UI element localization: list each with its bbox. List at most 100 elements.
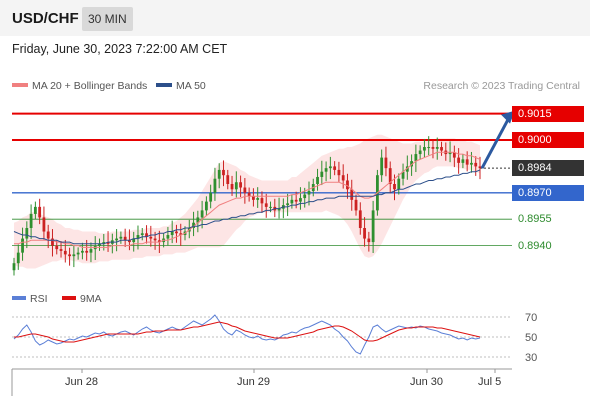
- candle-body: [12, 263, 16, 271]
- candle-body: [106, 242, 110, 244]
- candle-body: [192, 222, 195, 228]
- candle-body: [42, 217, 46, 232]
- legend-rsi: RSI: [12, 293, 48, 305]
- legend-9ma-label: 9MA: [80, 293, 102, 305]
- candle-body: [371, 210, 375, 243]
- legend-ma50-label: MA 50: [176, 80, 206, 92]
- candle-body: [384, 157, 388, 169]
- rsi-tick-label: 70: [525, 312, 537, 324]
- legend-rsi-label: RSI: [30, 293, 48, 305]
- candle-body: [452, 152, 456, 158]
- candle-body: [204, 201, 208, 211]
- ma20-swatch: [12, 83, 28, 88]
- candle-body: [461, 159, 465, 163]
- candle-body: [478, 166, 482, 169]
- level-label-resistance-1: 0.9000: [512, 132, 584, 148]
- candle-body: [230, 184, 234, 190]
- candle-body: [128, 240, 131, 243]
- candle-body: [457, 157, 461, 163]
- candle-body: [209, 192, 213, 202]
- rsi-line: [13, 314, 481, 355]
- candle-body: [388, 168, 392, 184]
- candle-body: [68, 254, 71, 257]
- bollinger-band: [14, 134, 480, 269]
- timeframe-button[interactable]: 30 MIN: [82, 7, 133, 31]
- level-label-resistance-0: 0.9015: [512, 105, 584, 122]
- candle-body: [217, 169, 221, 179]
- candle-body: [363, 228, 366, 239]
- level-label-pivot-3: 0.8970: [512, 184, 584, 201]
- candle-body: [405, 166, 409, 172]
- candle-body: [440, 147, 443, 151]
- candle-body: [397, 178, 401, 190]
- credit-text: Research © 2023 Trading Central: [423, 80, 580, 92]
- candle-body: [16, 252, 20, 264]
- candle-body: [277, 208, 281, 211]
- candle-body: [123, 236, 127, 241]
- candle-body: [72, 254, 76, 257]
- candle-body: [132, 238, 136, 243]
- candle-body: [290, 199, 294, 204]
- candle-body: [264, 203, 268, 207]
- level-label-support-5: 0.8940: [518, 239, 552, 252]
- candle-body: [243, 187, 247, 193]
- candle-body: [239, 182, 242, 188]
- candle-body: [346, 180, 349, 190]
- legend-ma50: MA 50: [156, 80, 206, 92]
- candle-body: [435, 147, 439, 149]
- candle-body: [175, 231, 178, 234]
- candle-body: [200, 210, 204, 218]
- candle-body: [166, 235, 170, 239]
- x-tick-label: Jun 28: [65, 376, 99, 388]
- candle-body: [25, 228, 29, 239]
- candle-body: [328, 166, 332, 169]
- candle-body: [465, 159, 469, 165]
- candle-body: [81, 250, 84, 253]
- candle-body: [222, 169, 225, 176]
- candle-body: [51, 238, 54, 246]
- candle-body: [260, 198, 264, 204]
- candle-body: [414, 154, 418, 162]
- forecast-arrow-head: [501, 110, 515, 124]
- ma50-line: [13, 169, 481, 245]
- candle-body: [256, 198, 260, 200]
- candle-body: [38, 206, 42, 218]
- candle-body: [303, 194, 307, 199]
- candle-body: [63, 250, 67, 255]
- candle-body: [170, 231, 174, 236]
- rsi-swatch: [12, 296, 26, 301]
- candle-body: [380, 157, 384, 176]
- level-label-support-4: 0.8955: [518, 213, 552, 226]
- candle-body: [474, 162, 478, 167]
- candle-body: [286, 203, 290, 206]
- candle-body: [85, 250, 89, 253]
- candle-body: [299, 198, 302, 202]
- candle-body: [252, 196, 255, 200]
- rsi-tick-label: 50: [525, 332, 537, 344]
- candle-body: [102, 242, 106, 244]
- candle-body: [76, 252, 80, 255]
- candle-body: [410, 161, 413, 167]
- candle-body: [234, 182, 238, 190]
- candle-body: [367, 238, 371, 243]
- ma9-swatch: [62, 296, 76, 301]
- candle-body: [149, 236, 153, 239]
- candle-body: [423, 147, 426, 151]
- candle-body: [350, 189, 354, 200]
- candle-body: [115, 238, 119, 241]
- candle-body: [119, 236, 123, 239]
- rsi-tick-label: 30: [525, 352, 537, 364]
- candle-body: [393, 184, 396, 190]
- candle-body: [448, 152, 452, 155]
- candle-body: [320, 171, 324, 177]
- candle-body: [46, 231, 50, 239]
- candle-body: [55, 245, 59, 250]
- candle-body: [196, 217, 200, 223]
- candle-body: [307, 191, 311, 195]
- candle-body: [21, 238, 24, 253]
- rsi-ma9-line: [14, 321, 481, 343]
- legend-ma20: MA 20 + Bollinger Bands: [12, 80, 147, 92]
- candle-body: [98, 243, 101, 246]
- candle-body: [401, 171, 405, 179]
- candle-body: [358, 210, 362, 228]
